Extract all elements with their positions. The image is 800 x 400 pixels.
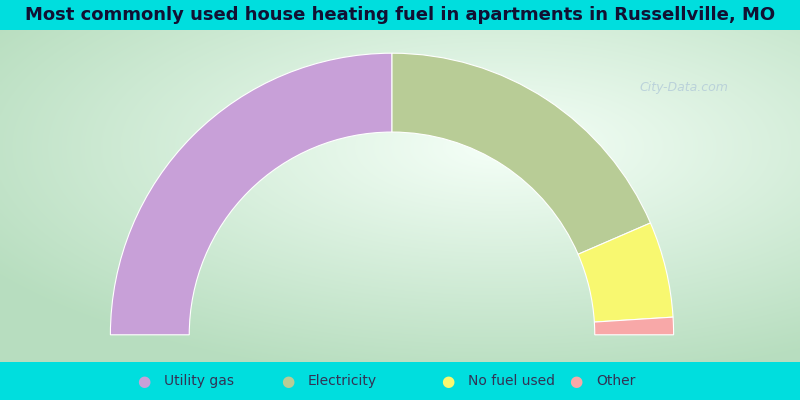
Text: ●: ●	[138, 374, 150, 388]
Wedge shape	[392, 53, 650, 254]
Text: Most commonly used house heating fuel in apartments in Russellville, MO: Most commonly used house heating fuel in…	[25, 6, 775, 24]
Text: Other: Other	[596, 374, 635, 388]
Text: No fuel used: No fuel used	[468, 374, 555, 388]
Text: Utility gas: Utility gas	[164, 374, 234, 388]
Text: City-Data.com: City-Data.com	[639, 82, 729, 94]
Wedge shape	[110, 53, 392, 335]
Text: ●: ●	[570, 374, 582, 388]
Text: ●: ●	[282, 374, 294, 388]
Wedge shape	[594, 317, 674, 335]
Text: Electricity: Electricity	[308, 374, 377, 388]
Wedge shape	[578, 223, 673, 322]
Text: ●: ●	[442, 374, 454, 388]
